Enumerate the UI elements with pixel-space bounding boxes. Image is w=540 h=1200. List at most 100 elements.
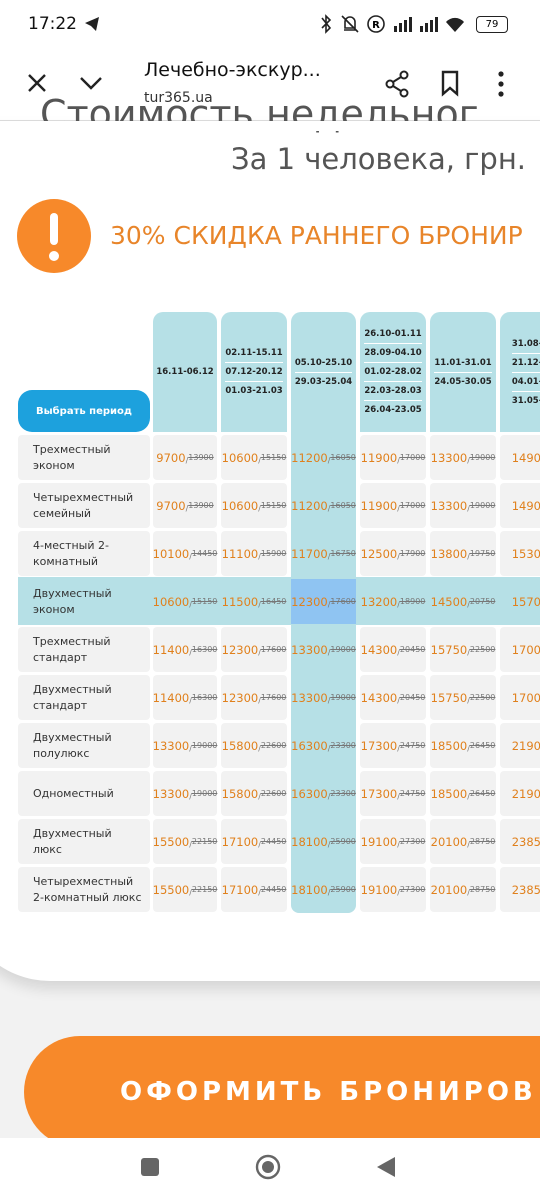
price-cell: 23850: [500, 867, 540, 912]
select-period-button[interactable]: Выбрать период: [18, 390, 150, 432]
period-header: 16.11-06.12: [153, 312, 217, 432]
row-highlight: [18, 577, 540, 625]
old-price: 26450: [469, 789, 496, 798]
old-price: 15900: [260, 549, 287, 558]
recents-button[interactable]: [141, 1158, 159, 1176]
old-price: 16450: [260, 597, 287, 606]
period-header: 26.10-01.11 28.09-04.10 01.02-28.02 22.03-2…: [360, 312, 426, 432]
share-button[interactable]: [384, 70, 412, 98]
room-type: Двухместный эконом: [33, 586, 112, 616]
back-button[interactable]: [375, 1155, 397, 1179]
old-price: 27300: [399, 837, 426, 846]
period-dates: 24.05-30.05: [434, 376, 492, 387]
price-cell: 14900: [500, 435, 540, 480]
price: 15800: [221, 738, 259, 753]
old-price: 16050: [330, 453, 356, 462]
price: 17000: [511, 690, 540, 705]
price-cell: 21900: [500, 723, 540, 768]
old-price: 25900: [330, 837, 356, 846]
old-price: 22500: [469, 645, 496, 654]
old-price: 22600: [260, 741, 287, 750]
price: 16300: [291, 738, 328, 753]
old-price: 23300: [330, 789, 356, 798]
old-price: 20450: [399, 645, 426, 654]
price: 14900: [511, 450, 540, 465]
price: 20100: [430, 834, 468, 849]
period-dates: 31.05-1: [511, 395, 540, 406]
period-dates: 16.11-06.12: [156, 367, 214, 377]
price-cell: 21900: [500, 771, 540, 816]
price-cell: 1060015150: [221, 435, 287, 480]
old-price: 22150: [191, 837, 218, 846]
price: 13300: [152, 738, 190, 753]
price-cell: 1730024750: [360, 723, 426, 768]
book-button[interactable]: [24, 1036, 540, 1148]
period-header: 31.08-221.12-204.01-1 31.05-1: [500, 312, 540, 432]
price: 18100: [291, 834, 328, 849]
home-button[interactable]: [255, 1154, 281, 1180]
nav-bar: [0, 1138, 540, 1200]
price-cell: 1120016050: [291, 483, 356, 528]
svg-text:R: R: [372, 20, 380, 31]
book-button-label: ОФОРМИТЬ БРОНИРОВ: [120, 1077, 537, 1107]
price-cell: 1150016450: [221, 579, 287, 624]
close-button[interactable]: [26, 72, 48, 94]
price-cell: 1910027300: [360, 819, 426, 864]
price-cell: 1380019750: [430, 531, 496, 576]
old-price: 17900: [399, 549, 426, 558]
room-type: Четырехместный семейный: [18, 483, 150, 528]
old-price: 15150: [260, 501, 287, 510]
old-price: 16300: [191, 645, 218, 654]
bookmark-button[interactable]: [440, 70, 460, 98]
price-cell: 1190017000: [360, 435, 426, 480]
page-url: tur365.ua: [144, 90, 213, 106]
price-cell: 1910027300: [360, 867, 426, 912]
price: 11700: [291, 546, 328, 561]
price: 17100: [221, 882, 259, 897]
price: 12300: [221, 690, 259, 705]
price-cell: 1730024750: [360, 771, 426, 816]
price-cell: 17000: [500, 675, 540, 720]
price: 11500: [221, 594, 259, 609]
period-dates: 02.11-15.11: [225, 344, 283, 363]
old-price: 13900: [188, 453, 214, 462]
old-price: 24750: [399, 789, 426, 798]
status-icons: R: [321, 14, 464, 34]
room-type: Трехместный стандарт: [18, 627, 150, 672]
price-cell: 1230017600: [291, 579, 356, 624]
price: 17100: [221, 834, 259, 849]
price-cell: 1450020750: [430, 579, 496, 624]
expand-button[interactable]: [78, 74, 104, 92]
old-price: 13900: [188, 501, 214, 510]
period-dates: 26.10-01.11: [364, 325, 422, 344]
room-type: Одноместный: [18, 771, 150, 816]
old-price: 17000: [399, 501, 426, 510]
period-dates: 28.09-04.10: [364, 344, 422, 363]
price: 14300: [360, 642, 398, 657]
price-cell: 1140016300: [153, 627, 217, 672]
price-cell: 970013900: [153, 483, 217, 528]
price: 15500: [152, 882, 190, 897]
battery: 79: [476, 16, 508, 33]
price: 10600: [221, 450, 259, 465]
price-cell: 1320018900: [360, 579, 426, 624]
price: 11100: [221, 546, 259, 561]
room-type: Четырехместный 2-комнатный люкс: [18, 867, 150, 912]
period-dates: 22.03-28.03: [364, 382, 422, 401]
telegram-icon: [85, 17, 99, 31]
price-cell: 1330019000: [291, 627, 356, 672]
period-dates: 05.10-25.10: [294, 354, 353, 373]
price-cell: 1140016300: [153, 675, 217, 720]
price: 13300: [430, 498, 468, 513]
price: 12300: [291, 594, 328, 609]
price-cell: 1330019000: [153, 771, 217, 816]
old-price: 17600: [330, 597, 356, 606]
period-dates: 26.04-23.05: [364, 405, 422, 415]
old-price: 26450: [469, 741, 496, 750]
old-price: 22600: [260, 789, 287, 798]
price: 13200: [360, 594, 398, 609]
old-price: 24450: [260, 885, 287, 894]
price-cell: 1430020450: [360, 675, 426, 720]
menu-button[interactable]: [496, 70, 506, 98]
